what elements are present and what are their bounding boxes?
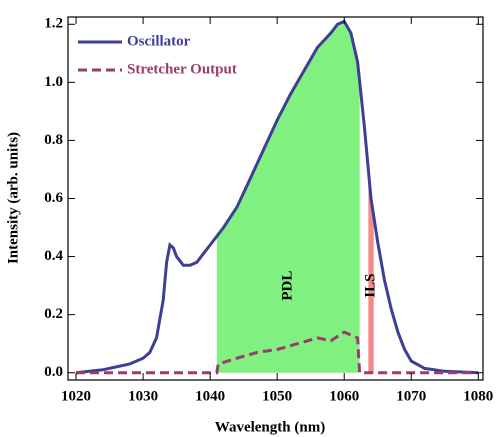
y-tick-label: 0.2 — [44, 306, 63, 322]
x-tick-label: 1080 — [463, 388, 493, 404]
y-axis-title: Intensity (arb. units) — [5, 132, 21, 264]
x-tick-label: 1070 — [396, 388, 426, 404]
x-axis-title: Wavelength (nm) — [215, 419, 325, 435]
x-tick-label: 1020 — [61, 388, 91, 404]
y-tick-label: 0.4 — [44, 248, 63, 264]
y-tick-label: 1.2 — [44, 16, 63, 32]
y-tick-label: 0.6 — [44, 190, 63, 206]
region-label: PDL — [280, 271, 296, 301]
y-tick-label: 1.0 — [44, 74, 63, 90]
x-tick-label: 1030 — [128, 388, 158, 404]
series-line — [76, 330, 479, 375]
legend-label: Stretcher Output — [127, 61, 237, 77]
legend-label: Oscillator — [127, 33, 191, 49]
series-line — [75, 19, 479, 375]
shaded-region — [216, 21, 360, 373]
region-label: ILS — [362, 274, 378, 298]
y-tick-label: 0.8 — [44, 132, 63, 148]
x-tick-label: 1050 — [262, 388, 292, 404]
y-tick-label: 0.0 — [44, 364, 63, 380]
x-tick-label: 1040 — [195, 388, 225, 404]
shaded-region — [368, 169, 374, 373]
x-tick-label: 1060 — [329, 388, 359, 404]
